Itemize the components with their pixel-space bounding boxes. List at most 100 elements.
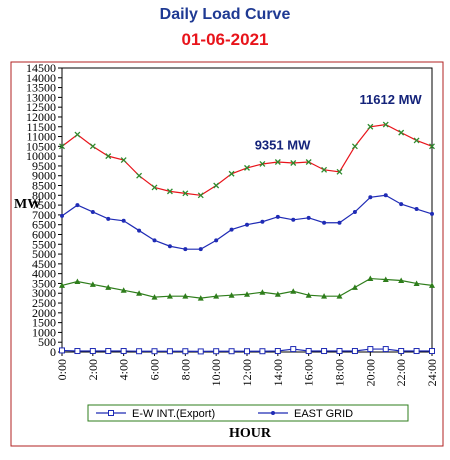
y-tick-label: 13500 xyxy=(26,81,56,95)
data-point xyxy=(244,291,250,297)
data-point xyxy=(413,137,420,144)
data-point xyxy=(305,292,312,298)
x-tick-label: 24:00 xyxy=(425,359,439,386)
y-tick-label: 6500 xyxy=(32,218,56,232)
data-point xyxy=(351,284,358,290)
data-point xyxy=(351,348,358,355)
x-tick-label: 2:00 xyxy=(86,359,100,380)
legend-label: E-W INT.(Export) xyxy=(132,408,215,420)
series-line xyxy=(61,123,433,196)
data-point xyxy=(322,220,327,225)
y-tick-label: 1500 xyxy=(32,316,56,330)
data-point xyxy=(182,348,189,355)
data-point xyxy=(89,143,96,150)
data-point xyxy=(105,284,112,290)
y-tick-label: 14500 xyxy=(26,61,56,75)
y-tick-label: 500 xyxy=(38,335,56,349)
data-point xyxy=(151,348,158,355)
chart-frame xyxy=(10,61,444,447)
legend: E-W INT.(Export) EAST GRID xyxy=(87,404,409,422)
data-point xyxy=(90,209,95,214)
plot-area xyxy=(61,67,433,353)
data-point xyxy=(429,348,435,355)
data-point xyxy=(336,293,343,299)
y-tick-label: 3000 xyxy=(32,286,56,300)
data-point xyxy=(121,218,126,223)
data-point xyxy=(260,219,265,224)
data-point xyxy=(74,348,81,355)
x-tick-label: 22:00 xyxy=(394,359,408,386)
y-tick-label: 13000 xyxy=(26,90,56,104)
data-point xyxy=(271,411,275,415)
data-point xyxy=(59,143,65,150)
data-point xyxy=(74,131,81,138)
data-point xyxy=(398,129,405,136)
data-point xyxy=(367,346,374,353)
data-point xyxy=(259,348,266,355)
y-tick-label: 4000 xyxy=(32,267,56,281)
chart-title: Daily Load Curve xyxy=(159,6,291,23)
data-point xyxy=(105,348,112,355)
data-point xyxy=(89,348,96,355)
annotations: 9351 MW 11612 MW xyxy=(255,92,423,152)
data-point xyxy=(413,348,420,355)
data-point xyxy=(337,220,342,225)
data-point xyxy=(290,288,297,294)
data-point xyxy=(105,153,112,160)
data-point xyxy=(275,214,280,219)
data-point xyxy=(106,216,111,221)
data-point xyxy=(167,244,172,249)
data-point xyxy=(382,121,389,128)
data-point xyxy=(245,222,249,227)
data-point xyxy=(244,164,250,171)
data-point xyxy=(291,217,296,222)
series-line xyxy=(61,194,433,250)
data-point xyxy=(321,348,328,355)
data-point xyxy=(228,170,235,177)
legend-box xyxy=(87,404,409,422)
data-point xyxy=(75,203,80,208)
x-tick-label: 6:00 xyxy=(148,359,162,380)
data-point xyxy=(228,292,235,298)
series-3 xyxy=(59,346,435,355)
y-tick-label: 10500 xyxy=(26,139,56,153)
data-point xyxy=(383,193,388,198)
y-tick-label: 5000 xyxy=(32,247,56,261)
x-tick-label: 8:00 xyxy=(178,359,192,380)
data-point xyxy=(89,281,96,287)
y-tick-label: 14000 xyxy=(26,71,56,85)
data-point xyxy=(414,207,419,212)
y-tick-label: 12000 xyxy=(26,110,56,124)
annotation-label: 11612 MW xyxy=(360,92,423,107)
data-point xyxy=(59,347,65,354)
y-tick-label: 7000 xyxy=(32,208,56,222)
x-tick-label: 0:00 xyxy=(55,359,69,380)
y-tick-label: 8000 xyxy=(32,188,56,202)
series-group xyxy=(59,121,435,355)
data-point xyxy=(399,202,404,207)
data-point xyxy=(259,161,266,167)
data-point xyxy=(59,282,65,288)
y-axis-label: MW xyxy=(14,197,41,212)
data-point xyxy=(244,348,250,355)
x-tick-label: 18:00 xyxy=(333,359,347,386)
data-point xyxy=(306,215,311,220)
y-tick-label: 4500 xyxy=(32,257,56,271)
data-point xyxy=(136,172,143,179)
data-point xyxy=(290,160,297,166)
data-point xyxy=(214,238,219,243)
data-point xyxy=(382,276,389,283)
y-tick-label: 6000 xyxy=(32,227,56,241)
y-tick-label: 8500 xyxy=(32,179,56,193)
data-point xyxy=(398,277,405,284)
data-point xyxy=(398,348,405,355)
data-point xyxy=(213,348,220,355)
data-point xyxy=(228,348,235,355)
data-point xyxy=(182,293,189,299)
data-point xyxy=(60,213,64,218)
data-point xyxy=(351,143,358,150)
chart-date: 01-06-2021 xyxy=(181,30,269,49)
series-0 xyxy=(59,121,435,199)
data-point xyxy=(229,227,234,232)
